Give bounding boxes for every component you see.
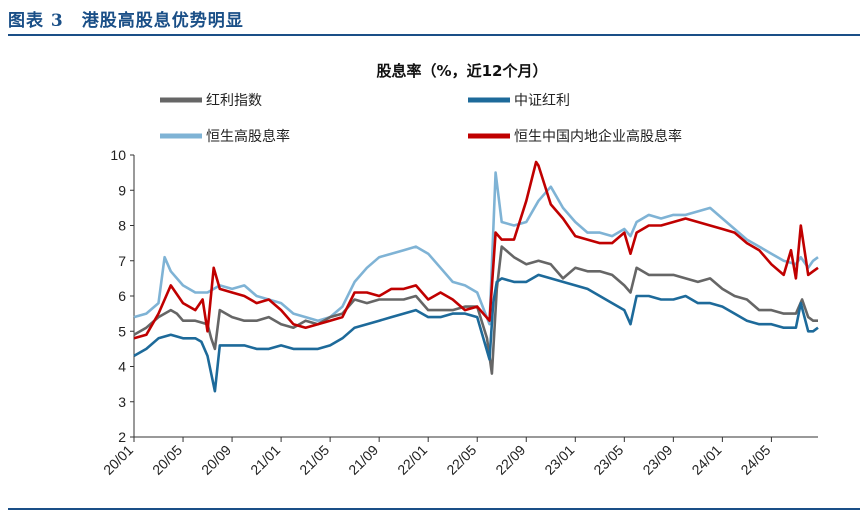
y-tick-label: 4 [118, 359, 126, 375]
x-tick-label: 22/05 [443, 442, 479, 478]
y-tick-label: 7 [118, 253, 126, 269]
figure-header: 图表 3 港股高股息优势明显 [0, 0, 862, 40]
series-line-0 [133, 245, 818, 375]
x-tick-label: 21/09 [345, 442, 381, 478]
x-tick-label: 20/01 [100, 442, 136, 478]
y-tick-label: 2 [118, 429, 126, 445]
x-tick-label: 20/05 [149, 442, 185, 478]
x-tick-label: 24/01 [688, 442, 724, 478]
figure-title: 图表 3 港股高股息优势明显 [8, 11, 244, 31]
x-tick-label: 24/05 [737, 442, 773, 478]
x-tick-label: 21/05 [296, 442, 332, 478]
legend-label-3: 恒生中国内地企业高股息率 [514, 128, 682, 145]
series-line-3 [133, 160, 819, 340]
legend-label-0: 红利指数 [206, 93, 262, 109]
x-tick-label: 23/09 [639, 442, 675, 478]
x-tick-label: 22/09 [492, 442, 528, 478]
y-tick-label: 6 [118, 288, 126, 304]
chart-title: 股息率（%，近12个月） [377, 62, 548, 80]
x-tick-label: 23/01 [541, 442, 577, 478]
header-rule [8, 34, 860, 36]
y-tick-label: 3 [118, 394, 126, 410]
chart-series [133, 160, 819, 393]
legend-label-1: 中证红利 [514, 93, 570, 109]
series-line-2 [133, 171, 819, 326]
x-tick-label: 23/05 [590, 442, 626, 478]
series-line-1 [133, 273, 819, 393]
x-tick-label: 20/09 [198, 442, 234, 478]
footer-rule [8, 508, 860, 510]
y-tick-label: 10 [110, 147, 126, 163]
y-tick-label: 9 [118, 182, 126, 198]
legend-label-2: 恒生高股息率 [206, 128, 290, 145]
x-tick-label: 22/01 [394, 442, 430, 478]
x-tick-label: 21/01 [247, 442, 283, 478]
y-tick-label: 8 [118, 218, 126, 234]
y-tick-label: 5 [118, 323, 126, 339]
